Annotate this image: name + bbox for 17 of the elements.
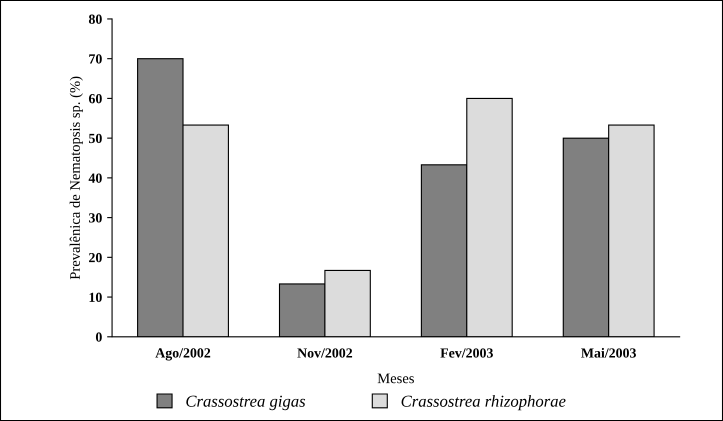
y-tick-label: 70 — [89, 54, 102, 64]
y-tick-label: 50 — [89, 134, 102, 144]
y-tick-label: 60 — [88, 94, 102, 104]
y-tick-label: 40 — [88, 173, 102, 183]
y-tick-label: 20 — [89, 252, 102, 262]
y-tick-label: 80 — [88, 14, 102, 24]
x-tick-label: Ago/2002 — [155, 348, 210, 361]
y-tick-label: 10 — [90, 292, 102, 302]
x-axis-title: Meses — [378, 374, 414, 384]
legend-label: Crassostrea gigas — [186, 396, 306, 410]
y-tick-label: 0 — [96, 332, 102, 342]
legend-label: Crassostrea rhizophorae — [402, 395, 566, 410]
y-tick-label: 30 — [88, 213, 102, 223]
y-axis-title: Prevalênica de Nematopsis sp. (%) — [70, 76, 83, 280]
x-tick-label: Mai/2003 — [581, 348, 636, 358]
x-tick-label: Nov/2002 — [297, 348, 352, 358]
x-tick-label: Fev/2003 — [440, 348, 493, 358]
